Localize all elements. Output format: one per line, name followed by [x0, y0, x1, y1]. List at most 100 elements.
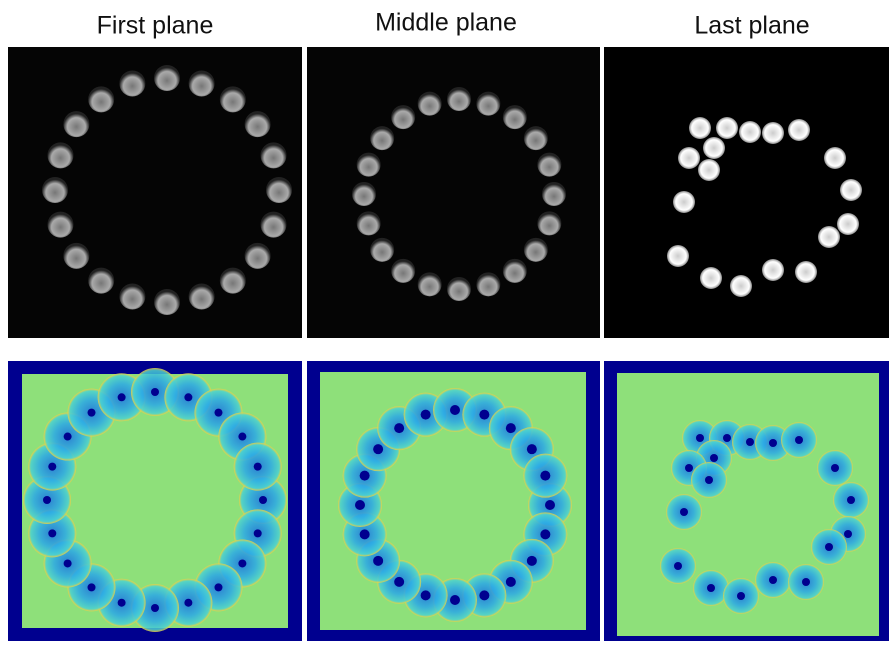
phase-core: [355, 500, 365, 510]
phase-core: [847, 496, 855, 504]
bead: [220, 268, 246, 294]
bead: [88, 86, 114, 112]
bead: [47, 212, 73, 238]
column-title: Middle plane: [375, 9, 517, 37]
bead: [824, 147, 846, 169]
bead: [154, 289, 180, 315]
bead: [716, 117, 738, 139]
phase-core: [394, 577, 404, 587]
bead: [154, 65, 180, 91]
bead: [88, 268, 114, 294]
bead: [795, 261, 817, 283]
phase-core: [151, 604, 159, 612]
bead: [840, 179, 862, 201]
bead: [730, 275, 752, 297]
bead: [352, 182, 376, 206]
bead: [63, 243, 89, 269]
bead: [447, 87, 471, 111]
phase-core: [118, 393, 126, 401]
phase-core: [769, 576, 777, 584]
phase-core: [769, 439, 777, 447]
bead: [698, 159, 720, 181]
phase-core: [88, 409, 96, 417]
phase-core: [64, 559, 72, 567]
phase-core: [450, 595, 460, 605]
bead: [261, 212, 287, 238]
bead: [537, 211, 561, 235]
phase-core: [373, 444, 383, 454]
phase-core: [506, 423, 516, 433]
bead: [503, 105, 527, 129]
figure: First plane Middle plane Last plane: [0, 0, 889, 646]
phase-core: [118, 599, 126, 607]
bead: [245, 111, 271, 137]
phase-core: [254, 463, 262, 471]
phase-core: [214, 409, 222, 417]
bead: [357, 211, 381, 235]
bead: [245, 243, 271, 269]
bead: [678, 147, 700, 169]
phase-core: [259, 496, 267, 504]
bead: [542, 182, 566, 206]
phase-core: [214, 583, 222, 591]
phase-core: [421, 590, 431, 600]
bead: [524, 126, 548, 150]
bead: [261, 142, 287, 168]
bead: [391, 259, 415, 283]
phase-core: [527, 444, 537, 454]
phase-core: [360, 471, 370, 481]
bead: [689, 117, 711, 139]
phase-core: [238, 559, 246, 567]
column-title: Last plane: [694, 12, 809, 40]
phase-core: [360, 529, 370, 539]
phase-core: [64, 433, 72, 441]
phase-core: [48, 529, 56, 537]
bead: [119, 70, 145, 96]
bead: [667, 245, 689, 267]
bead: [42, 177, 68, 203]
bead: [739, 121, 761, 143]
phase-core: [48, 463, 56, 471]
phase-core: [795, 436, 803, 444]
phase-core: [707, 584, 715, 592]
bead: [524, 238, 548, 262]
phase-core: [802, 578, 810, 586]
phase-core: [184, 599, 192, 607]
phase-core: [184, 393, 192, 401]
phase-core: [373, 556, 383, 566]
bead: [119, 284, 145, 310]
phase-core: [88, 583, 96, 591]
bead: [703, 137, 725, 159]
phase-core: [421, 410, 431, 420]
phase-core: [844, 530, 852, 538]
bead: [447, 277, 471, 301]
bead: [418, 92, 442, 116]
bead: [700, 267, 722, 289]
bead: [818, 226, 840, 248]
phase-core: [254, 529, 262, 537]
bead: [673, 191, 695, 213]
bead: [476, 92, 500, 116]
phase-core: [479, 410, 489, 420]
phase-core: [238, 433, 246, 441]
bead: [370, 238, 394, 262]
phase-core: [479, 590, 489, 600]
phase-core: [151, 388, 159, 396]
phase-core: [685, 464, 693, 472]
phase-core: [831, 464, 839, 472]
bead: [47, 142, 73, 168]
phase-core: [680, 508, 688, 516]
page: First plane Middle plane Last plane (() …: [0, 0, 889, 646]
phase-core: [43, 496, 51, 504]
phase-core: [527, 556, 537, 566]
phase-core: [545, 500, 555, 510]
bead: [537, 153, 561, 177]
phase-core: [710, 454, 718, 462]
bead: [391, 105, 415, 129]
bead: [189, 70, 215, 96]
bead: [220, 86, 246, 112]
bead: [762, 259, 784, 281]
phase-core: [394, 423, 404, 433]
column-title: First plane: [97, 12, 214, 40]
phase-core: [737, 592, 745, 600]
